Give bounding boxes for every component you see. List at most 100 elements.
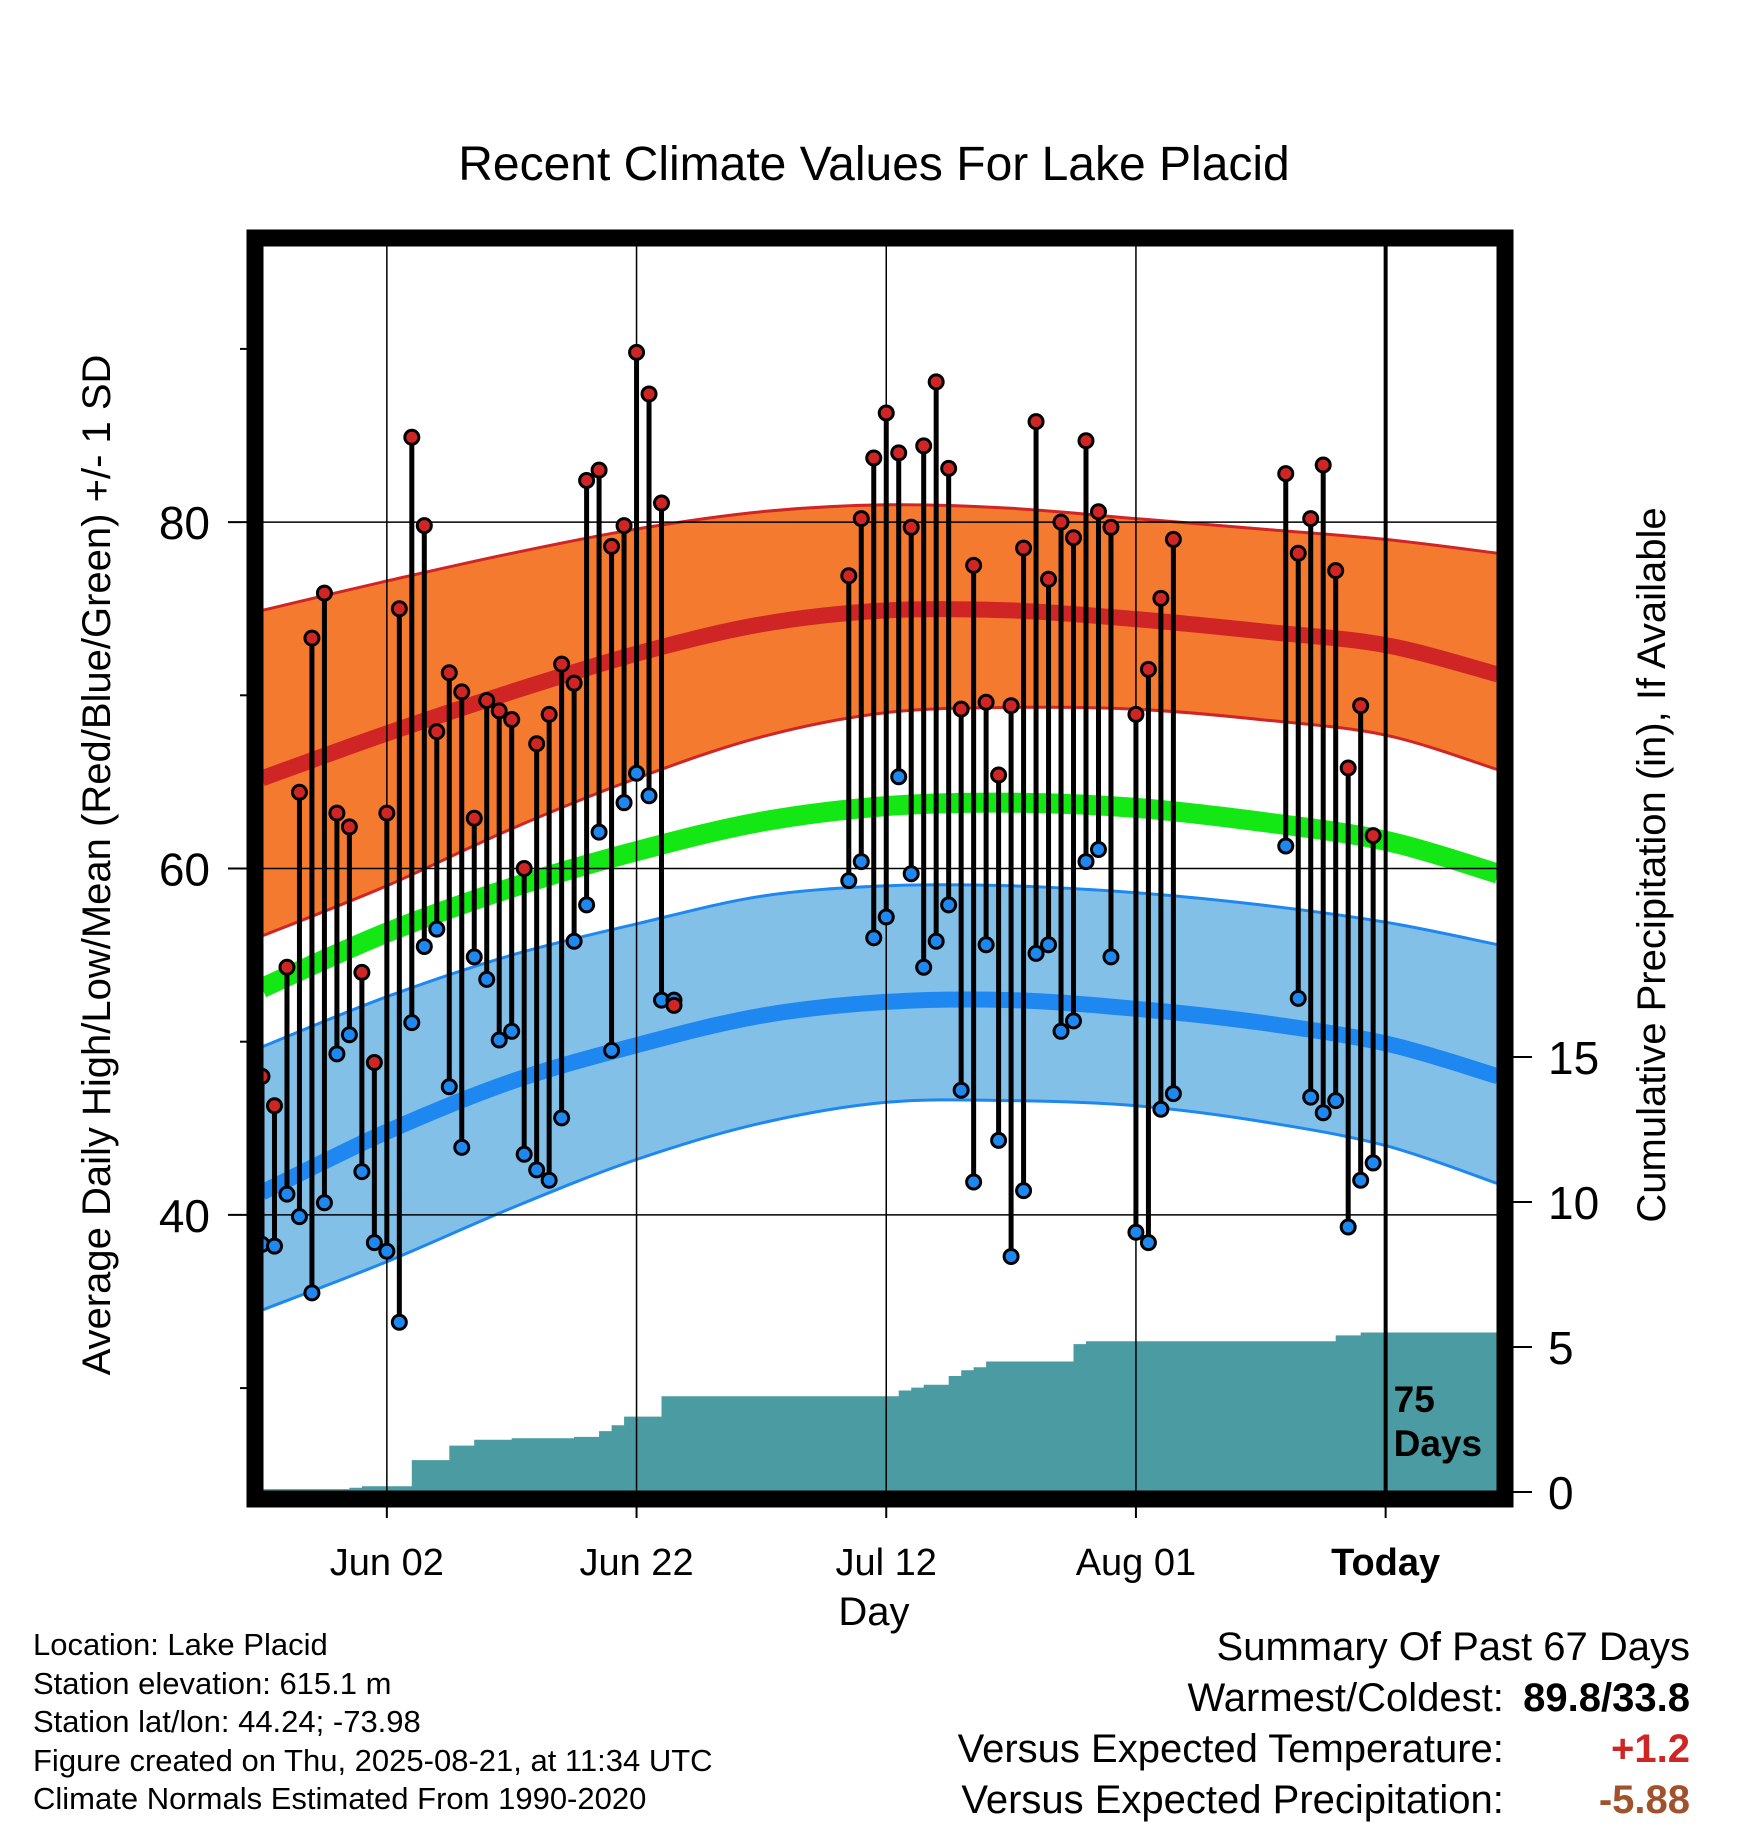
daily-low-point bbox=[465, 948, 483, 966]
daily-low-point bbox=[365, 1234, 383, 1252]
daily-low-point bbox=[278, 1185, 296, 1203]
daily-low-point bbox=[990, 1131, 1008, 1149]
daily-high-point bbox=[640, 385, 658, 403]
daily-high-point bbox=[1302, 510, 1320, 528]
daily-low-point bbox=[615, 794, 633, 812]
y2-tick-label: 10 bbox=[1548, 1177, 1599, 1229]
daily-low-point bbox=[915, 958, 933, 976]
daily-low-point bbox=[403, 1014, 421, 1032]
daily-high-point bbox=[965, 556, 983, 574]
daily-high-point bbox=[1015, 539, 1033, 557]
daily-low-point bbox=[1089, 840, 1107, 858]
daily-high-point bbox=[478, 692, 496, 710]
daily-low-point bbox=[378, 1242, 396, 1260]
daily-low-point bbox=[428, 920, 446, 938]
daily-high-point bbox=[1027, 413, 1045, 431]
daily-low-point bbox=[1002, 1247, 1020, 1265]
daily-high-point bbox=[927, 373, 945, 391]
daily-low-point bbox=[1139, 1234, 1157, 1252]
x-tick-label: Aug 01 bbox=[1076, 1542, 1196, 1584]
location-text: Location: Lake Placid bbox=[33, 1627, 328, 1662]
daily-high-point bbox=[603, 537, 621, 555]
daily-low-point bbox=[415, 937, 433, 955]
daily-low-point bbox=[478, 970, 496, 988]
daily-low-point bbox=[265, 1237, 283, 1255]
daily-low-point bbox=[578, 896, 596, 914]
x-tick-label: Jun 02 bbox=[330, 1542, 444, 1584]
daily-high-point bbox=[1089, 503, 1107, 521]
daily-high-point bbox=[615, 517, 633, 535]
daily-high-point bbox=[665, 996, 683, 1014]
daily-high-point bbox=[265, 1097, 283, 1115]
normals-text: Climate Normals Estimated From 1990-2020 bbox=[33, 1781, 647, 1816]
daily-high-point bbox=[1277, 465, 1295, 483]
daily-high-point bbox=[1052, 513, 1070, 531]
daily-high-point bbox=[628, 343, 646, 361]
summary-heading: Summary Of Past 67 Days bbox=[1216, 1625, 1690, 1669]
today-days-count: 75 bbox=[1394, 1379, 1435, 1420]
y2-tick-label: 0 bbox=[1548, 1467, 1574, 1519]
daily-low-point bbox=[315, 1194, 333, 1212]
daily-high-point bbox=[465, 809, 483, 827]
daily-low-point bbox=[353, 1163, 371, 1181]
station-info: Location: Lake Placid Station elevation:… bbox=[33, 1626, 713, 1819]
daily-low-point bbox=[1302, 1088, 1320, 1106]
daily-low-point bbox=[440, 1078, 458, 1096]
daily-low-point bbox=[453, 1138, 471, 1156]
daily-low-point bbox=[1277, 837, 1295, 855]
daily-low-point bbox=[390, 1313, 408, 1331]
created-text: Figure created on Thu, 2025-08-21, at 11… bbox=[33, 1742, 713, 1778]
daily-high-point bbox=[390, 600, 408, 618]
daily-high-point bbox=[877, 404, 895, 422]
daily-high-point bbox=[378, 804, 396, 822]
precip-value: -5.88 bbox=[1598, 1778, 1690, 1822]
daily-high-point bbox=[840, 567, 858, 585]
daily-high-point bbox=[1065, 529, 1083, 547]
daily-high-point bbox=[1102, 518, 1120, 536]
daily-low-point bbox=[1364, 1154, 1382, 1172]
warmest-label: Warmest/Coldest: bbox=[1187, 1676, 1504, 1720]
daily-low-point bbox=[1314, 1104, 1332, 1122]
daily-high-point bbox=[403, 428, 421, 446]
daily-low-point bbox=[1152, 1100, 1170, 1118]
daily-low-point bbox=[1289, 989, 1307, 1007]
daily-high-point bbox=[415, 517, 433, 535]
today-days-word: Days bbox=[1394, 1423, 1482, 1464]
temp-value: +1.2 bbox=[1611, 1727, 1690, 1771]
daily-high-point bbox=[453, 683, 471, 701]
daily-high-point bbox=[490, 702, 508, 720]
daily-low-point bbox=[1027, 944, 1045, 962]
daily-high-point bbox=[278, 958, 296, 976]
warmest-value: 89.8/33.8 bbox=[1523, 1676, 1690, 1720]
daily-high-point bbox=[328, 804, 346, 822]
daily-low-point bbox=[877, 908, 895, 926]
daily-low-point bbox=[640, 787, 658, 805]
daily-high-point bbox=[428, 723, 446, 741]
daily-high-point bbox=[1339, 759, 1357, 777]
daily-high-point bbox=[303, 629, 321, 647]
warmest-row: Warmest/Coldest: 89.8/33.8 bbox=[958, 1673, 1691, 1724]
daily-low-point bbox=[553, 1109, 571, 1127]
daily-high-point bbox=[915, 437, 933, 455]
daily-low-point bbox=[515, 1145, 533, 1163]
daily-high-point bbox=[653, 494, 671, 512]
daily-low-point bbox=[1065, 1012, 1083, 1030]
daily-high-point bbox=[1077, 432, 1095, 450]
y2-axis-label: Cumulative Precipitation (in), If Availa… bbox=[1630, 507, 1674, 1222]
plot-frame bbox=[246, 229, 1514, 1508]
x-axis-label: Day bbox=[838, 1590, 909, 1634]
precip-label: Versus Expected Precipitation: bbox=[961, 1778, 1504, 1822]
daily-low-point bbox=[590, 823, 608, 841]
daily-high-point bbox=[902, 518, 920, 536]
daily-low-point bbox=[1352, 1171, 1370, 1189]
daily-low-point bbox=[1077, 853, 1095, 871]
daily-low-point bbox=[1052, 1022, 1070, 1040]
daily-high-point bbox=[940, 459, 958, 477]
daily-high-point bbox=[590, 461, 608, 479]
daily-low-point bbox=[503, 1022, 521, 1040]
daily-high-point bbox=[952, 700, 970, 718]
y-tick-label: 80 bbox=[159, 497, 210, 549]
daily-high-point bbox=[1352, 697, 1370, 715]
daily-low-point bbox=[290, 1208, 308, 1226]
